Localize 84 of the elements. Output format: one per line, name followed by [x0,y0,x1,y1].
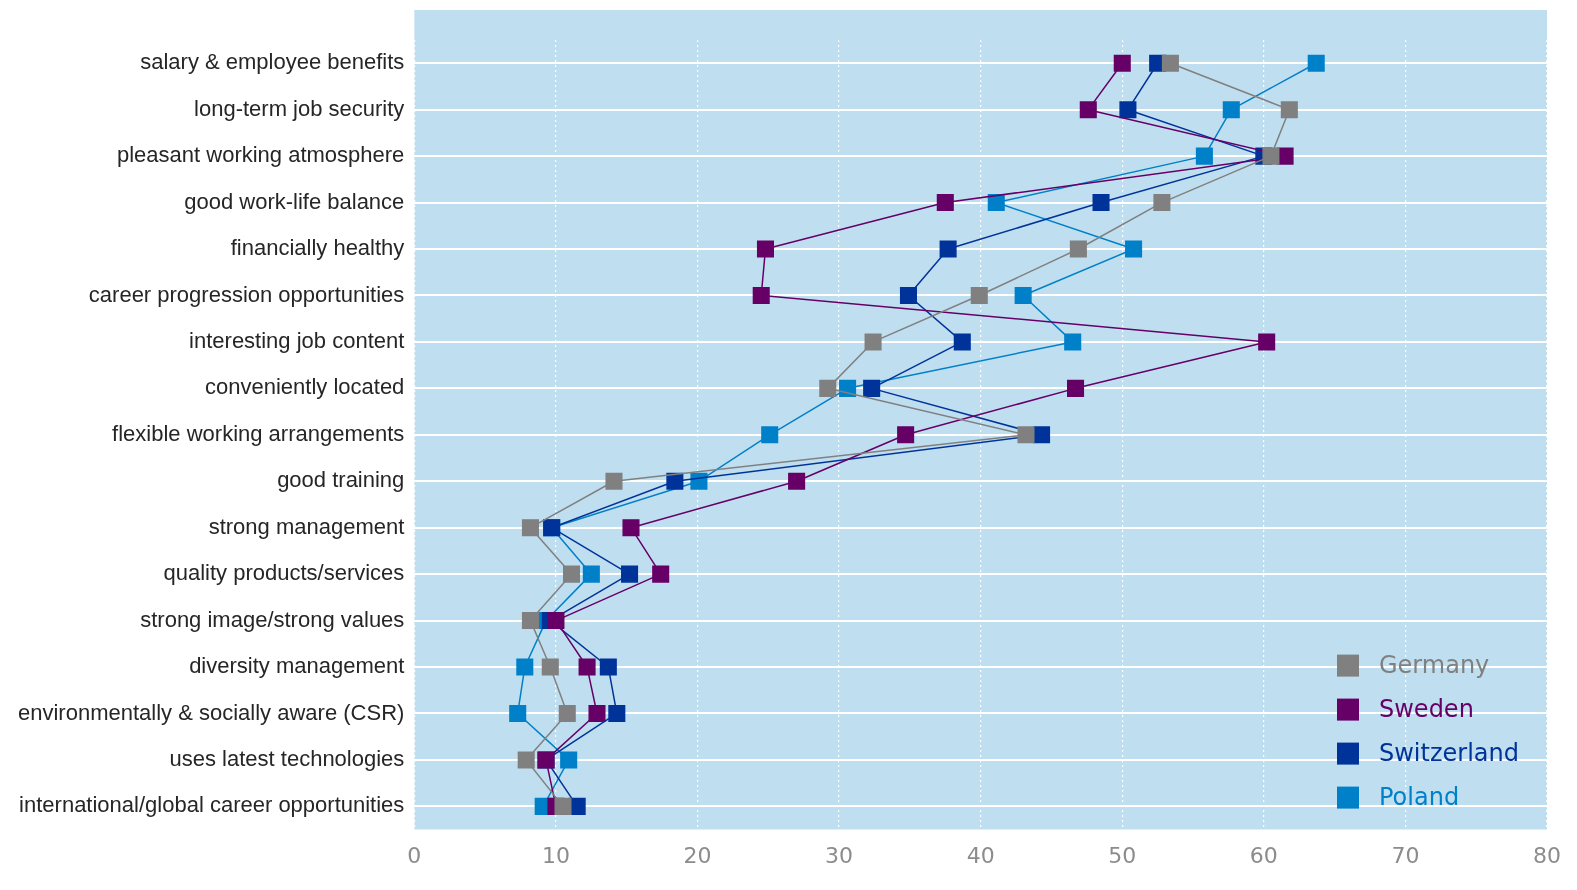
y-tick-label: quality products/services [163,560,405,586]
point [622,519,640,537]
point [509,704,527,723]
x-tick-label: 50 [1108,842,1137,868]
point [547,612,565,630]
point [897,426,915,444]
x-tick-label: 0 [407,842,422,868]
y-tick-label: pleasant working atmosphere [116,142,405,168]
point [558,704,576,723]
point [752,286,770,304]
point [970,286,988,304]
point [554,797,572,815]
point [1153,194,1171,212]
point [517,751,535,769]
point [1125,240,1143,258]
y-tick-label: strong image/strong values [140,606,405,632]
point [839,379,857,397]
y-tick-label: career progression opportunities [88,281,405,307]
y-tick-label: good work-life balance [184,188,405,214]
point [562,565,581,583]
x-tick-label: 30 [825,842,854,868]
point [819,379,837,397]
point [1079,101,1097,119]
point [987,194,1005,212]
legend-label: Sweden [1379,694,1474,723]
point [541,658,559,676]
x-tick-label: 40 [966,842,995,868]
point [756,240,774,258]
point [863,379,881,397]
y-tick-label: uses latest technologies [169,745,405,771]
x-tick-label: 60 [1249,842,1278,868]
x-tick-label: 10 [541,842,570,868]
point [1069,240,1087,258]
point [1067,379,1085,397]
point [1017,426,1035,444]
y-tick-label: long-term job security [194,95,405,121]
point [1262,147,1280,165]
point [864,333,882,351]
y-tick-label: interesting job content [189,327,405,353]
point [939,240,957,258]
point [1222,101,1240,119]
point [516,658,534,676]
point [1161,54,1179,72]
point [1258,333,1276,351]
legend-label: Switzerland [1379,738,1519,767]
point [578,658,596,676]
point [1014,286,1032,304]
point [560,751,578,769]
legend-label: Poland [1379,782,1460,811]
y-tick-label: flexible working arrangements [112,420,405,446]
point [1195,147,1213,165]
x-tick-label: 20 [683,842,712,868]
point [521,519,539,537]
y-tick-label: strong management [208,513,405,539]
point [1092,194,1110,212]
y-tick-label: diversity management [189,653,405,679]
point [953,333,971,351]
point [788,472,806,490]
point [599,658,617,676]
point [899,286,917,304]
point [1064,333,1082,351]
point [582,565,600,583]
point [761,426,779,444]
point [621,565,639,583]
y-tick-label: conveniently located [204,374,405,400]
point [666,472,684,490]
point [1307,54,1325,72]
y-tick-label: good training [277,467,405,493]
x-tick-label: 80 [1533,842,1561,868]
point [521,612,539,630]
point [608,704,626,723]
point [1280,101,1298,119]
y-tick-label: international/global career opportunities [19,792,405,818]
y-tick-label: financially healthy [230,235,405,261]
point [1113,54,1131,72]
point [936,194,954,212]
point [652,565,670,583]
point [690,472,708,490]
y-tick-label: salary & employee benefits [140,49,405,75]
point [1119,101,1137,119]
x-tick-label: 70 [1391,842,1420,868]
point [588,704,606,723]
point [605,472,623,490]
y-tick-label: environmentally & socially aware (CSR) [17,699,405,725]
